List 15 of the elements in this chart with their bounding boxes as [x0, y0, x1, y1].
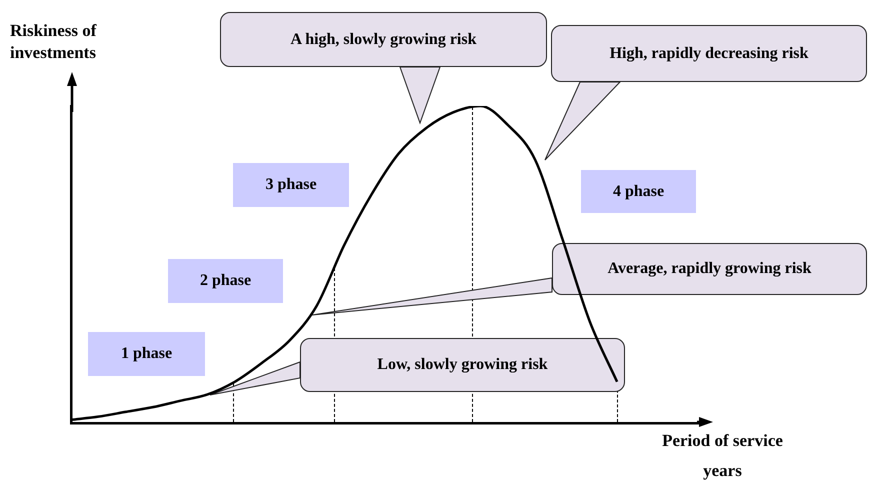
annotation: 3 phase: [265, 176, 317, 194]
label-box: 1 phase: [88, 332, 205, 376]
annotation: Low, slowly growing risk: [377, 356, 548, 374]
label-box: 2 phase: [168, 259, 283, 303]
label-box: 3 phase: [233, 163, 349, 207]
annotation: 4 phase: [612, 182, 664, 200]
speech-bubble: Average, rapidly growing risk: [312, 243, 867, 315]
label-box: 4 phase: [581, 170, 696, 213]
annotation: 2 phase: [200, 272, 252, 290]
speech-bubble: High, rapidly decreasing risk: [545, 25, 867, 160]
speech-bubble: A high, slowly growing risk: [220, 12, 547, 123]
x-axis-title: Period of service years: [661, 430, 784, 482]
annotation: 1 phase: [120, 345, 172, 363]
y-axis-title: Riskiness of investments: [10, 20, 96, 64]
annotation: Average, rapidly growing risk: [608, 260, 812, 278]
